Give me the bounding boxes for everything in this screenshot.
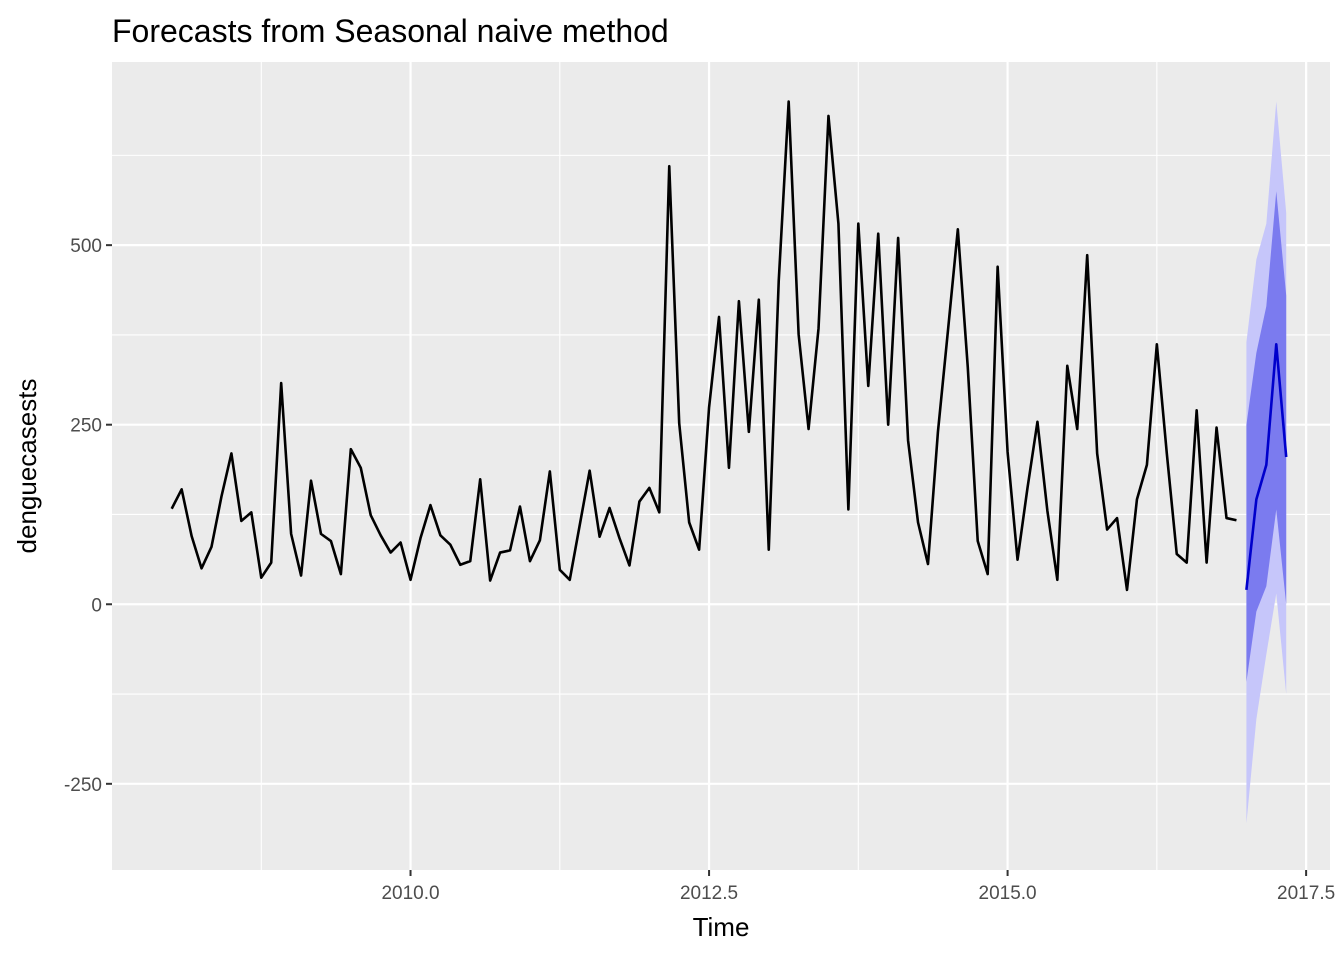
- x-axis-title: Time: [693, 912, 750, 942]
- y-axis: -250 0 250 500: [64, 236, 112, 796]
- x-tick-label: 2017.5: [1277, 883, 1335, 904]
- y-tick-label: -250: [64, 775, 102, 796]
- x-tick-label: 2012.5: [680, 883, 738, 904]
- y-axis-title: denguecasests: [12, 379, 42, 554]
- forecast-band-80: [1246, 191, 1287, 682]
- series-layer: [170, 100, 1237, 592]
- plot-panel: [112, 62, 1330, 870]
- x-axis: 2010.0 2012.5 2015.0 2017.5: [381, 870, 1335, 904]
- y-tick-label: 250: [70, 416, 102, 437]
- forecast-layer: [1245, 342, 1288, 591]
- chart-title: Forecasts from Seasonal naive method: [112, 13, 669, 49]
- x-tick-label: 2010.0: [381, 883, 439, 904]
- y-tick-label: 500: [70, 236, 102, 257]
- series-line: [170, 100, 1237, 592]
- forecast-line: [1245, 342, 1288, 591]
- x-tick-label: 2015.0: [979, 883, 1037, 904]
- y-tick-label: 0: [91, 595, 102, 616]
- minor-gridlines: [112, 62, 1330, 870]
- forecast-interval-80: [1246, 191, 1287, 682]
